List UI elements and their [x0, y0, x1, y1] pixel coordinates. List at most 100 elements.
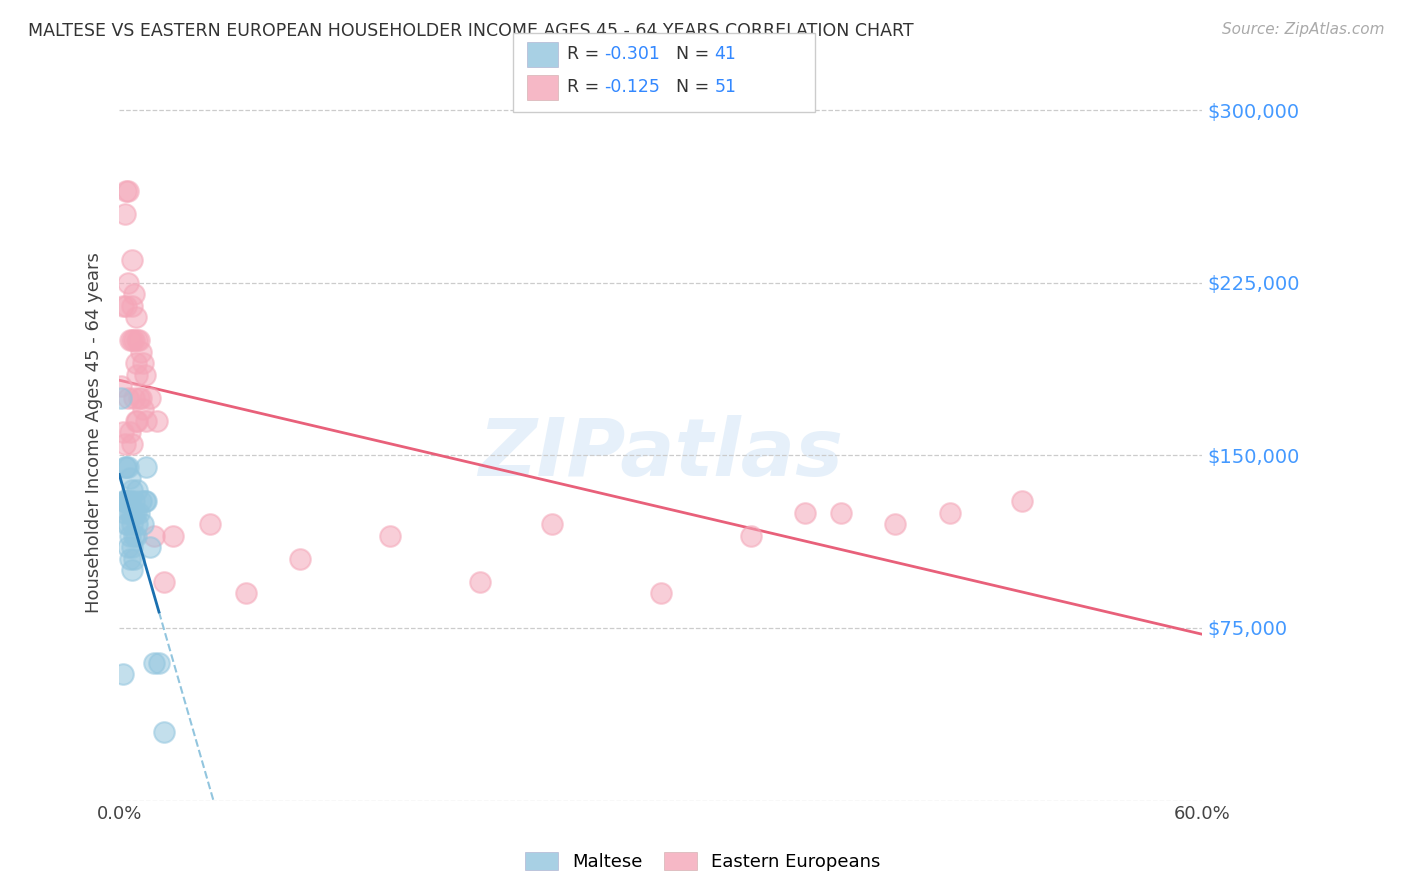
Point [114, 437, 136, 451]
Point [127, 333, 149, 347]
Point [111, 425, 134, 440]
Point [378, 529, 401, 543]
Point [120, 333, 142, 347]
Point [115, 184, 138, 198]
Point [740, 529, 762, 543]
Point [132, 517, 155, 532]
Point [128, 391, 150, 405]
Point [114, 459, 136, 474]
Point [115, 517, 138, 532]
Point [121, 299, 143, 313]
Point [146, 414, 169, 428]
Point [235, 586, 257, 600]
Point [122, 391, 145, 405]
Point [122, 529, 145, 543]
Point [110, 379, 132, 393]
Point [128, 333, 150, 347]
Point [884, 517, 907, 532]
Point [117, 459, 139, 474]
Point [121, 483, 143, 497]
Point [127, 368, 149, 382]
Point [121, 333, 143, 347]
Point [135, 459, 157, 474]
Point [120, 494, 142, 508]
Point [121, 437, 143, 451]
Point [148, 656, 170, 670]
Point [117, 184, 139, 198]
Text: N =: N = [676, 45, 716, 62]
Point [938, 506, 960, 520]
Point [139, 541, 162, 555]
Point [124, 529, 146, 543]
Point [470, 574, 492, 589]
Point [134, 368, 156, 382]
Point [124, 310, 146, 325]
Point [122, 287, 145, 301]
Point [541, 517, 564, 532]
Point [132, 356, 155, 370]
Point [117, 494, 139, 508]
Point [129, 494, 152, 508]
Point [114, 506, 136, 520]
Point [117, 276, 139, 290]
Point [122, 552, 145, 566]
Point [1011, 494, 1033, 508]
Point [153, 574, 176, 589]
Point [124, 356, 146, 370]
Point [794, 506, 817, 520]
Point [115, 299, 138, 313]
Text: 41: 41 [714, 45, 737, 62]
Text: Source: ZipAtlas.com: Source: ZipAtlas.com [1222, 22, 1385, 37]
Point [129, 344, 152, 359]
Point [117, 517, 139, 532]
Point [124, 506, 146, 520]
Point [117, 541, 139, 555]
Point [153, 724, 176, 739]
Point [122, 494, 145, 508]
Point [120, 506, 142, 520]
Point [121, 564, 143, 578]
Point [111, 494, 134, 508]
Text: R =: R = [567, 45, 605, 62]
Point [134, 494, 156, 508]
Point [128, 506, 150, 520]
Point [142, 656, 165, 670]
Point [135, 414, 157, 428]
Point [124, 414, 146, 428]
Point [121, 252, 143, 267]
Point [198, 517, 221, 532]
Point [114, 207, 136, 221]
Point [288, 552, 311, 566]
Point [121, 517, 143, 532]
Point [120, 552, 142, 566]
Point [129, 391, 152, 405]
Point [117, 391, 139, 405]
Point [114, 494, 136, 508]
Point [111, 299, 134, 313]
Point [132, 402, 155, 417]
Text: 51: 51 [714, 78, 737, 96]
Point [115, 494, 138, 508]
Point [127, 414, 149, 428]
Point [127, 483, 149, 497]
Point [135, 494, 157, 508]
Point [830, 506, 852, 520]
Point [115, 459, 138, 474]
Point [120, 425, 142, 440]
Text: -0.301: -0.301 [605, 45, 661, 62]
Point [139, 391, 162, 405]
Point [121, 541, 143, 555]
Legend: Maltese, Eastern Europeans: Maltese, Eastern Europeans [519, 845, 887, 879]
Text: ZIPatlas: ZIPatlas [478, 416, 844, 493]
Y-axis label: Householder Income Ages 45 - 64 years: Householder Income Ages 45 - 64 years [86, 252, 103, 613]
Point [111, 667, 134, 681]
Text: R =: R = [567, 78, 605, 96]
Text: N =: N = [676, 78, 716, 96]
Point [162, 529, 184, 543]
Point [122, 333, 145, 347]
Point [127, 517, 149, 532]
Point [650, 586, 672, 600]
Point [110, 391, 132, 405]
Point [121, 506, 143, 520]
Text: -0.125: -0.125 [605, 78, 661, 96]
